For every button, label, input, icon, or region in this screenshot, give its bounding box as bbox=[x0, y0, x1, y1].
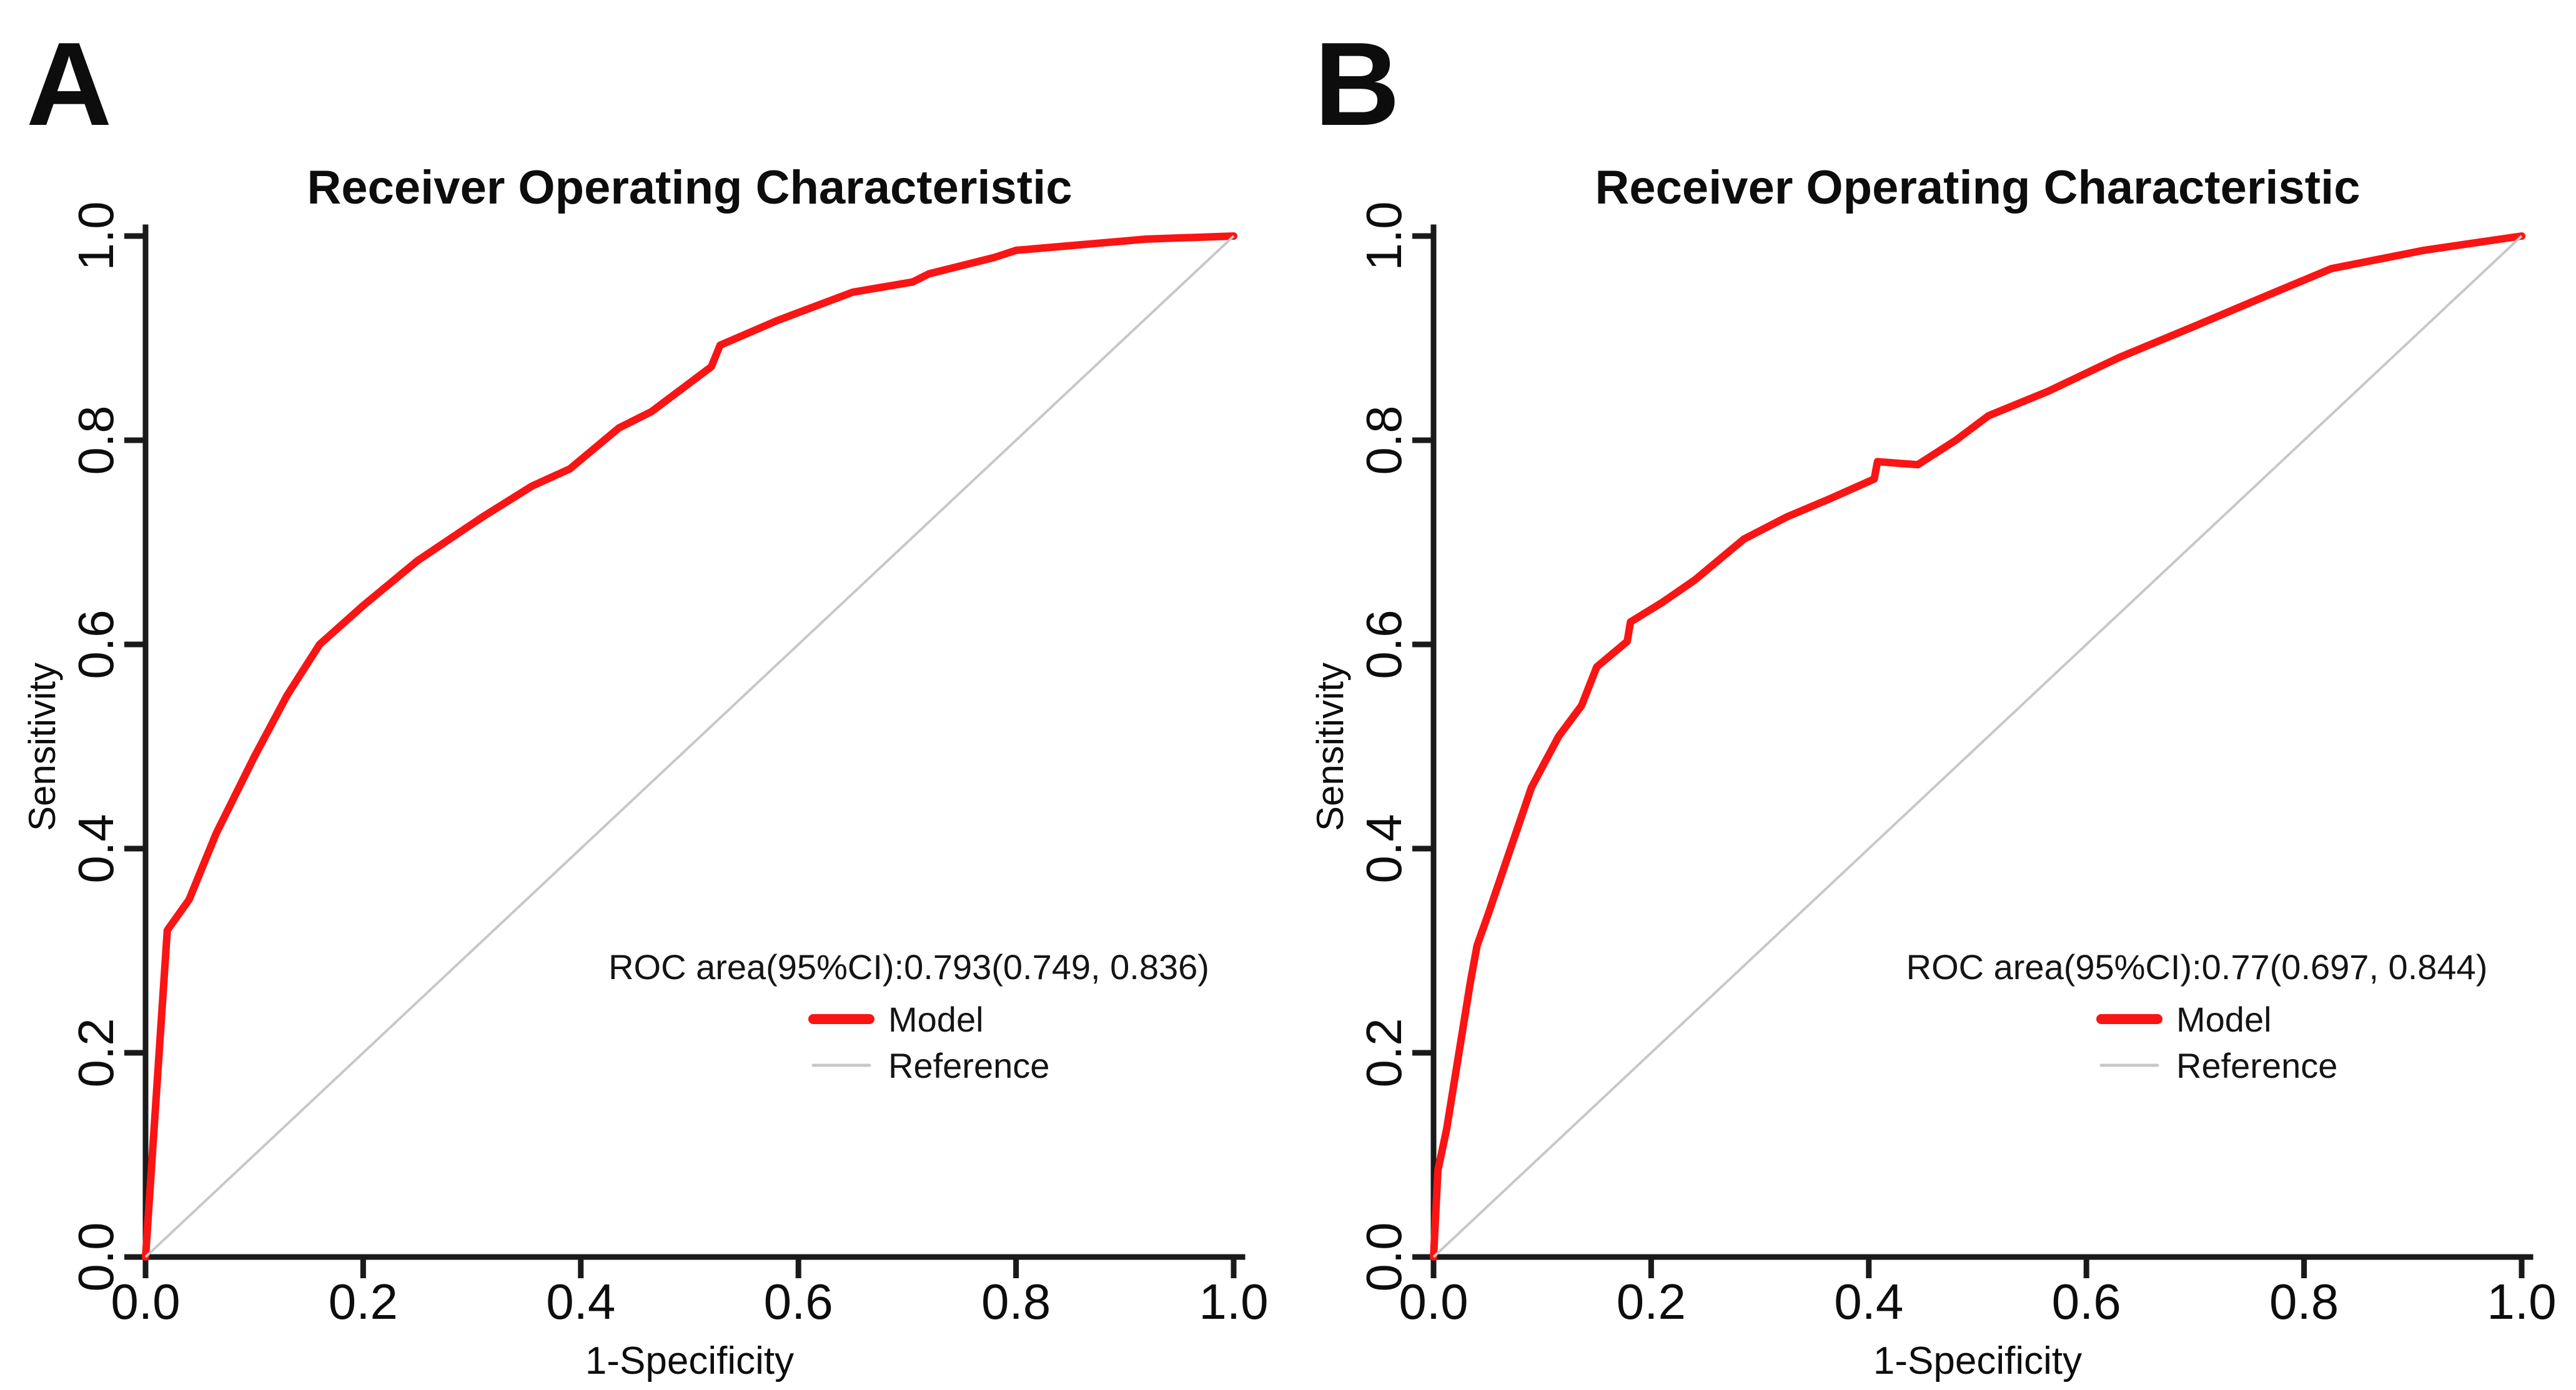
y-tick-label: 0.2 bbox=[1356, 1018, 1412, 1087]
y-tick-label: 0.0 bbox=[1356, 1222, 1412, 1291]
x-tick-label: 0.6 bbox=[2052, 1274, 2121, 1329]
reference-diagonal bbox=[1432, 235, 2523, 1258]
y-tick-label: 0.8 bbox=[1356, 405, 1412, 475]
x-tick-label: 1.0 bbox=[1199, 1274, 1268, 1329]
roc-panel-b: B Receiver Operating Characteristic Sens… bbox=[1309, 18, 2557, 1383]
y-tick-label: 0.4 bbox=[1356, 814, 1412, 883]
roc-panel-a: A Receiver Operating Characteristic Sens… bbox=[21, 18, 1269, 1383]
series-a bbox=[142, 232, 1237, 1261]
chart-title: Receiver Operating Characteristic bbox=[307, 161, 1073, 214]
axes-a: 0.0 0.2 0.4 0.6 0.8 1.0 0.0 0.2 0.4 0.6 0.8 1.0 bbox=[68, 201, 1269, 1329]
legend-model-label: Model bbox=[888, 1000, 984, 1039]
legend-reference-label: Reference bbox=[888, 1046, 1049, 1085]
roc-model-curve bbox=[142, 232, 1237, 1261]
y-tick-label: 1.0 bbox=[68, 201, 124, 270]
x-tick-label: 0.2 bbox=[329, 1274, 398, 1329]
legend-reference-label: Reference bbox=[2176, 1046, 2337, 1085]
y-axis-title: Sensitivity bbox=[1309, 663, 1351, 831]
x-tick-label: 0.2 bbox=[1617, 1274, 1686, 1329]
y-axis-title: Sensitivity bbox=[21, 663, 63, 831]
x-tick-label: 1.0 bbox=[2487, 1274, 2556, 1329]
y-tick-label: 0.8 bbox=[68, 405, 124, 475]
axes-b: 0.0 0.2 0.4 0.6 0.8 1.0 0.0 0.2 0.4 0.6 0.8 1.0 bbox=[1356, 201, 2557, 1329]
x-axis-label: 1-Specificity bbox=[585, 1339, 794, 1383]
x-tick-label: 0.8 bbox=[981, 1274, 1051, 1329]
roc-model-curve bbox=[1430, 232, 2525, 1261]
x-axis-label: 1-Specificity bbox=[1873, 1339, 2082, 1383]
x-tick-label: 0.8 bbox=[2269, 1274, 2339, 1329]
x-tick-label: 0.6 bbox=[764, 1274, 833, 1329]
x-tick-label: 0.0 bbox=[111, 1274, 180, 1329]
legend-auc-text: ROC area(95%CI):0.793(0.749, 0.836) bbox=[608, 947, 1209, 987]
y-tick-label: 0.6 bbox=[68, 609, 124, 679]
legend-model-label: Model bbox=[2176, 1000, 2272, 1039]
series-b bbox=[1430, 232, 2525, 1261]
x-tick-label: 0.0 bbox=[1399, 1274, 1468, 1329]
x-tick-label: 0.4 bbox=[546, 1274, 615, 1329]
y-tick-label: 0.2 bbox=[68, 1018, 124, 1087]
y-tick-label: 0.4 bbox=[68, 814, 124, 883]
legend-auc-text: ROC area(95%CI):0.77(0.697, 0.844) bbox=[1906, 947, 2488, 987]
panel-letter: A bbox=[26, 18, 112, 150]
y-tick-label: 0.6 bbox=[1356, 609, 1412, 679]
x-tick-label: 0.4 bbox=[1834, 1274, 1903, 1329]
legend-b: ROC area(95%CI):0.77(0.697, 0.844) Model… bbox=[1906, 947, 2488, 1085]
chart-title: Receiver Operating Characteristic bbox=[1595, 161, 2361, 214]
reference-diagonal bbox=[144, 235, 1235, 1258]
panel-letter: B bbox=[1314, 18, 1400, 150]
y-tick-label: 0.0 bbox=[68, 1222, 124, 1291]
y-tick-label: 1.0 bbox=[1356, 201, 1412, 270]
legend-a: ROC area(95%CI):0.793(0.749, 0.836) Mode… bbox=[608, 947, 1209, 1085]
